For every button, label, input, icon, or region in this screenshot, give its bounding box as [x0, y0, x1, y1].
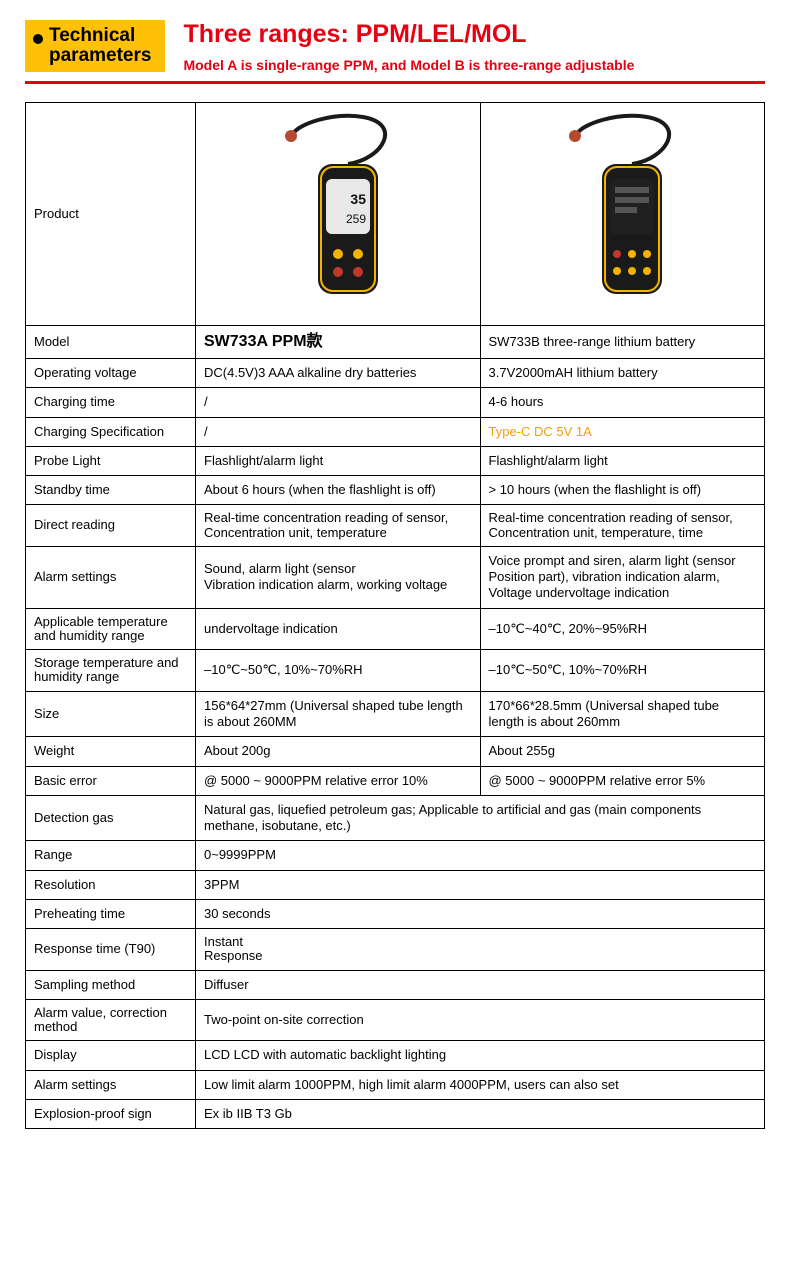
row-chgspec-label: Charging Specification: [26, 417, 196, 446]
alarm1-b: Voice prompt and siren, alarm light (sen…: [480, 546, 765, 608]
row-range-label: Range: [26, 841, 196, 870]
standby-a: About 6 hours (when the flashlight is of…: [196, 476, 481, 505]
chgspec-a: /: [196, 417, 481, 446]
row-product-label: Product: [26, 103, 196, 326]
row-opvolt-label: Operating voltage: [26, 359, 196, 388]
basicerr-a: @ 5000 ~ 9000PPM relative error 10%: [196, 766, 481, 795]
row-weight-label: Weight: [26, 737, 196, 766]
row-samp-label: Sampling method: [26, 970, 196, 999]
header-row: Technical parameters Three ranges: PPM/L…: [25, 20, 765, 73]
opvolt-a: DC(4.5V)3 AAA alkaline dry batteries: [196, 359, 481, 388]
apptemp-b: –10℃~40℃, 20%~95%RH: [480, 608, 765, 650]
product-image-a: 35 259: [196, 103, 481, 326]
row-res-label: Resolution: [26, 870, 196, 899]
svg-text:35: 35: [350, 191, 366, 207]
size-a: 156*64*27mm (Universal shaped tube lengt…: [196, 691, 481, 737]
row-probe-label: Probe Light: [26, 446, 196, 475]
spec-table: Product 35 259: [25, 102, 765, 1129]
row-preheat-label: Preheating time: [26, 899, 196, 928]
row-apptemp-label: Applicable temperature and humidity rang…: [26, 608, 196, 650]
chgtime-b: 4-6 hours: [480, 388, 765, 417]
explo-value: Ex ib IIB T3 Gb: [196, 1099, 765, 1128]
display-value: LCD LCD with automatic backlight lightin…: [196, 1041, 765, 1070]
samp-value: Diffuser: [196, 970, 765, 999]
red-horizontal-rule: [25, 81, 765, 84]
row-size-label: Size: [26, 691, 196, 737]
row-direct-label: Direct reading: [26, 505, 196, 547]
device-a-icon: 35 259: [263, 109, 413, 319]
row-alarm2-label: Alarm settings: [26, 1070, 196, 1099]
alarm1-a: Sound, alarm light (sensor Vibration ind…: [196, 546, 481, 608]
technical-parameters-badge: Technical parameters: [25, 20, 165, 72]
alarm2-value: Low limit alarm 1000PPM, high limit alar…: [196, 1070, 765, 1099]
heading-three-ranges: Three ranges: PPM/LEL/MOL: [183, 20, 765, 49]
probe-a: Flashlight/alarm light: [196, 446, 481, 475]
apptemp-a: undervoltage indication: [196, 608, 481, 650]
size-b: 170*66*28.5mm (Universal shaped tube len…: [480, 691, 765, 737]
probe-b: Flashlight/alarm light: [480, 446, 765, 475]
weight-b: About 255g: [480, 737, 765, 766]
basicerr-b: @ 5000 ~ 9000PPM relative error 5%: [480, 766, 765, 795]
detgas-value: Natural gas, liquefied petroleum gas; Ap…: [196, 795, 765, 841]
row-alarm1-label: Alarm settings: [26, 546, 196, 608]
weight-a: About 200g: [196, 737, 481, 766]
model-b: SW733B three-range lithium battery: [480, 326, 765, 359]
row-model-label: Model: [26, 326, 196, 359]
stortemp-a: –10℃~50℃, 10%~70%RH: [196, 650, 481, 692]
chgspec-b: Type-C DC 5V 1A: [480, 417, 765, 446]
range-value: 0~9999PPM: [196, 841, 765, 870]
row-explo-label: Explosion-proof sign: [26, 1099, 196, 1128]
alarmval-value: Two-point on-site correction: [196, 999, 765, 1041]
row-resp-label: Response time (T90): [26, 929, 196, 971]
row-stortemp-label: Storage temperature and humidity range: [26, 650, 196, 692]
chgtime-a: /: [196, 388, 481, 417]
stortemp-b: –10℃~50℃, 10%~70%RH: [480, 650, 765, 692]
row-basicerr-label: Basic error: [26, 766, 196, 795]
standby-b: > 10 hours (when the flashlight is off): [480, 476, 765, 505]
row-detgas-label: Detection gas: [26, 795, 196, 841]
svg-text:259: 259: [346, 212, 366, 226]
resp-value: Instant Response: [196, 929, 765, 971]
model-a: SW733A PPM款: [196, 326, 481, 359]
row-standby-label: Standby time: [26, 476, 196, 505]
product-image-b: [480, 103, 765, 326]
preheat-value: 30 seconds: [196, 899, 765, 928]
direct-a: Real-time concentration reading of senso…: [196, 505, 481, 547]
heading-subtitle: Model A is single-range PPM, and Model B…: [183, 57, 765, 73]
direct-b: Real-time concentration reading of senso…: [480, 505, 765, 547]
row-display-label: Display: [26, 1041, 196, 1070]
device-b-icon: [547, 109, 697, 319]
res-value: 3PPM: [196, 870, 765, 899]
row-alarmval-label: Alarm value, correction method: [26, 999, 196, 1041]
row-chgtime-label: Charging time: [26, 388, 196, 417]
opvolt-b: 3.7V2000mAH lithium battery: [480, 359, 765, 388]
badge-line1: Technical: [49, 26, 151, 46]
badge-line2: parameters: [49, 46, 151, 66]
